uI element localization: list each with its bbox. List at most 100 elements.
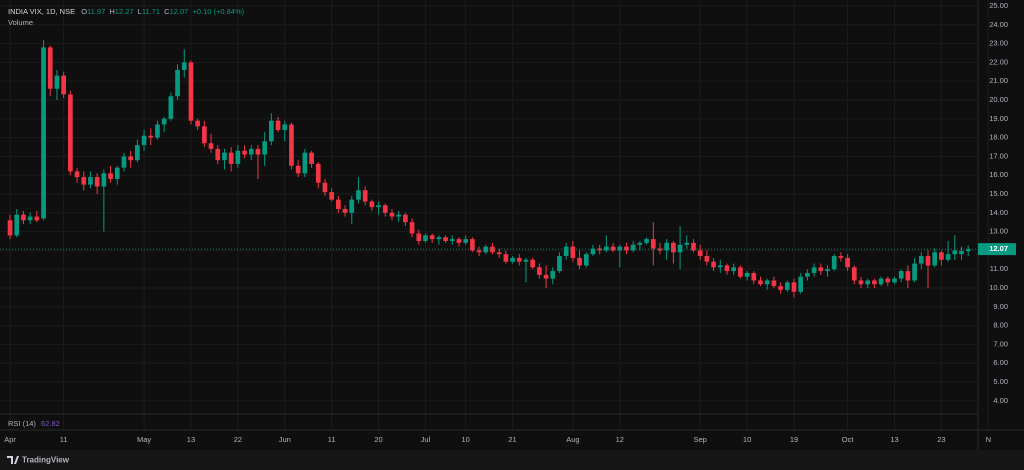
candle-body [905, 271, 911, 281]
candle-body [764, 280, 770, 285]
price-tag-label: 12.07 [989, 244, 1008, 253]
y-tick-label: 18.00 [989, 133, 1008, 142]
candle-body [349, 199, 355, 213]
candle-body [47, 47, 53, 89]
footer-bar [0, 450, 1024, 470]
candle-body [27, 216, 33, 221]
symbol: INDIA VIX, 1D, NSE [8, 7, 75, 16]
candle-body [604, 246, 609, 251]
candle-body [644, 239, 649, 243]
candle-body [496, 252, 502, 255]
x-tick-label: May [137, 435, 151, 444]
candle-body [818, 267, 824, 272]
y-tick-label: 10.00 [989, 283, 1008, 292]
candle-body [704, 256, 710, 262]
brand-name: TradingView [22, 456, 70, 465]
candle-body [758, 280, 763, 285]
y-tick-label: 20.00 [989, 95, 1008, 104]
candle-body [838, 256, 844, 258]
candle-body [74, 171, 80, 178]
candle-body [309, 152, 314, 164]
candle-body [61, 75, 66, 95]
y-tick-label: 6.00 [993, 358, 1008, 367]
y-tick-label: 13.00 [989, 227, 1008, 236]
y-tick-label: 16.00 [989, 170, 1008, 179]
candle-body [215, 148, 221, 161]
candle-body [724, 265, 730, 272]
y-tick-label: 23.00 [989, 39, 1008, 48]
rsi-value: 62.82 [41, 419, 60, 428]
candle-body [81, 177, 87, 185]
candle-body [798, 276, 804, 292]
candle-body [255, 148, 261, 155]
y-tick-label: 7.00 [993, 339, 1008, 348]
x-tick-label: Jun [279, 435, 291, 444]
candle-body [925, 256, 931, 266]
candle-body [523, 259, 529, 262]
candle-body [416, 233, 422, 241]
candle-body [677, 244, 683, 253]
candle-body [14, 214, 20, 236]
price-tag [978, 243, 1016, 256]
y-tick-label: 25.00 [989, 1, 1008, 10]
y-tick-label: 24.00 [989, 20, 1008, 29]
legend: INDIA VIX, 1D, NSE O11.97 H12.27 L11.71 … [8, 7, 245, 16]
x-tick-label: 20 [374, 435, 382, 444]
candle-body [195, 120, 201, 127]
candle-body [510, 257, 515, 262]
candle-body [403, 214, 408, 223]
y-tick-label: 4.00 [993, 396, 1008, 405]
candle-body [101, 173, 107, 187]
y-tick-label: 17.00 [989, 151, 1008, 160]
candle-body [315, 163, 321, 183]
change: +0.10 (+0.84%) [192, 7, 244, 16]
x-tick-label: N [986, 435, 991, 444]
candle-body [912, 263, 917, 281]
y-tick-label: 5.00 [993, 377, 1008, 386]
candle-body [54, 75, 60, 89]
candle-body [121, 156, 127, 168]
candle-body [965, 249, 971, 251]
y-tick-label: 9.00 [993, 302, 1008, 311]
candle-body [711, 261, 716, 268]
candle-body [630, 244, 636, 251]
candle-body [657, 248, 663, 251]
candle-body [275, 120, 281, 131]
y-tick-label: 8.00 [993, 321, 1008, 330]
rsi-label: RSI (14) [8, 419, 36, 428]
x-tick-label: 10 [743, 435, 751, 444]
candle-body [188, 62, 194, 121]
candles [0, 39, 978, 298]
candle-body [295, 165, 301, 174]
candle-body [362, 190, 368, 202]
candle-body [322, 182, 328, 193]
candle-body [135, 145, 140, 161]
x-tick-label: 10 [462, 435, 470, 444]
logo-icon [7, 456, 19, 464]
candle-body [530, 259, 536, 268]
candle-body [516, 257, 522, 262]
y-tick-label: 19.00 [989, 114, 1008, 123]
candle-body [577, 257, 582, 266]
candle-body [336, 199, 341, 210]
open-value: 11.97 [87, 7, 105, 16]
candle-body [269, 120, 274, 142]
candle-body [697, 250, 703, 257]
x-tick-label: 21 [508, 435, 516, 444]
y-tick-label: 21.00 [989, 76, 1008, 85]
x-tick-label: Apr [4, 435, 16, 444]
high-label: H [109, 7, 114, 16]
candle-body [222, 152, 227, 161]
candle-body [637, 242, 643, 245]
candle-body [356, 190, 361, 200]
open-label: O [81, 7, 87, 16]
candle-body [898, 271, 904, 279]
grid [0, 0, 989, 430]
brand-logo[interactable]: TradingView [7, 456, 70, 465]
candle-body [376, 205, 381, 208]
candle-body [831, 256, 837, 270]
candle-body [141, 135, 147, 146]
y-tick-label: 11.00 [990, 264, 1008, 273]
candle-body [825, 269, 830, 272]
candle-body [396, 214, 402, 217]
